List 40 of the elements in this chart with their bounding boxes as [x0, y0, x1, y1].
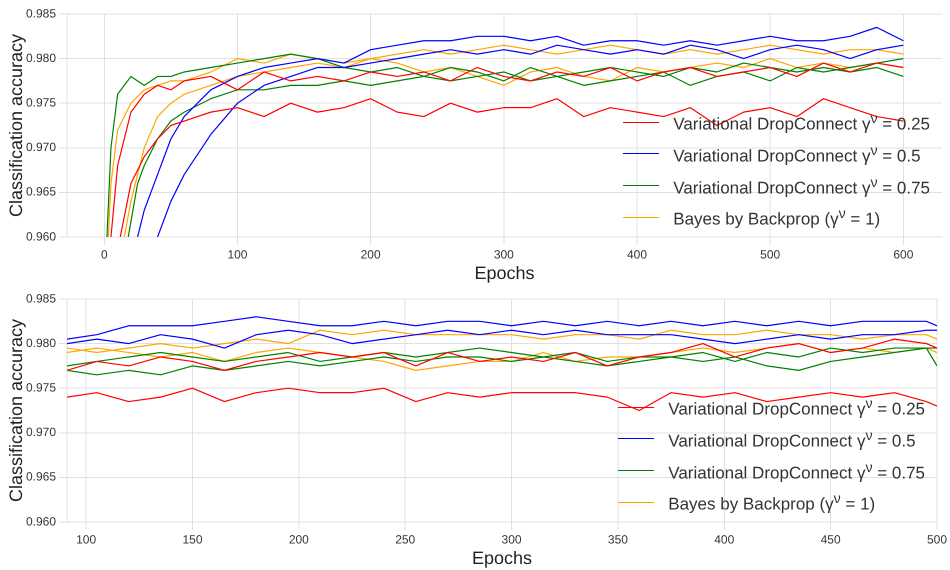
x-tick-label: 300 [494, 248, 514, 262]
x-tick-label: 200 [288, 532, 310, 547]
y-tick-label: 0.970 [26, 425, 56, 440]
legend-label: Variational DropConnect γ$^{ν}$ = 0.5 [673, 142, 921, 168]
x-tick-label: 100 [76, 532, 96, 547]
legend-label: Variational DropConnect γ$^{ν}$ = 0.5 [668, 427, 916, 453]
x-tick-label: 0 [100, 248, 108, 262]
y-tick-label: 0.975 [26, 96, 56, 110]
x-tick-label: 200 [360, 248, 381, 262]
x-tick-label: 350 [608, 532, 628, 547]
y-axis-title: Classification accuracy [6, 318, 26, 502]
y-tick-label: 0.960 [26, 229, 56, 244]
x-tick-label: 600 [893, 248, 914, 262]
x-tick-label: 400 [714, 532, 735, 547]
x-tick-label: 250 [395, 532, 416, 547]
y-tick-label: 0.965 [26, 470, 56, 484]
x-tick-label: 300 [502, 532, 522, 547]
y-tick-label: 0.965 [26, 184, 56, 199]
x-tick-label: 150 [182, 532, 203, 547]
x-tick-label: 100 [227, 248, 248, 262]
y-axis-title: Classification accuracy [6, 34, 26, 218]
x-tick-label: 500 [926, 532, 948, 547]
y-tick-label: 0.980 [26, 336, 56, 350]
legend-label: Variational DropConnect γ$^{ν}$ = 0.75 [673, 174, 930, 200]
legend-label: Variational DropConnect γ$^{ν}$ = 0.75 [668, 458, 925, 484]
y-tick-label: 0.985 [26, 291, 56, 306]
y-tick-label: 0.985 [26, 6, 56, 20]
x-axis-title: Epochs [472, 548, 532, 568]
legend-label: Variational DropConnect γ$^{ν}$ = 0.25 [673, 110, 930, 136]
y-tick-label: 0.975 [26, 380, 56, 395]
y-tick-label: 0.980 [26, 50, 56, 65]
y-tick-label: 0.960 [26, 514, 56, 528]
legend-label: Bayes by Backprop (γ$^{ν}$ = 1) [673, 205, 880, 231]
legend-label: Bayes by Backprop (γ$^{ν}$ = 1) [668, 490, 876, 516]
x-tick-label: 500 [760, 248, 781, 262]
x-tick-label: 450 [820, 532, 841, 547]
legend-label: Variational DropConnect γ$^{ν}$ = 0.25 [668, 395, 925, 422]
x-axis-title: Epochs [474, 263, 535, 284]
y-tick-label: 0.970 [26, 140, 56, 154]
x-tick-label: 400 [627, 248, 648, 262]
